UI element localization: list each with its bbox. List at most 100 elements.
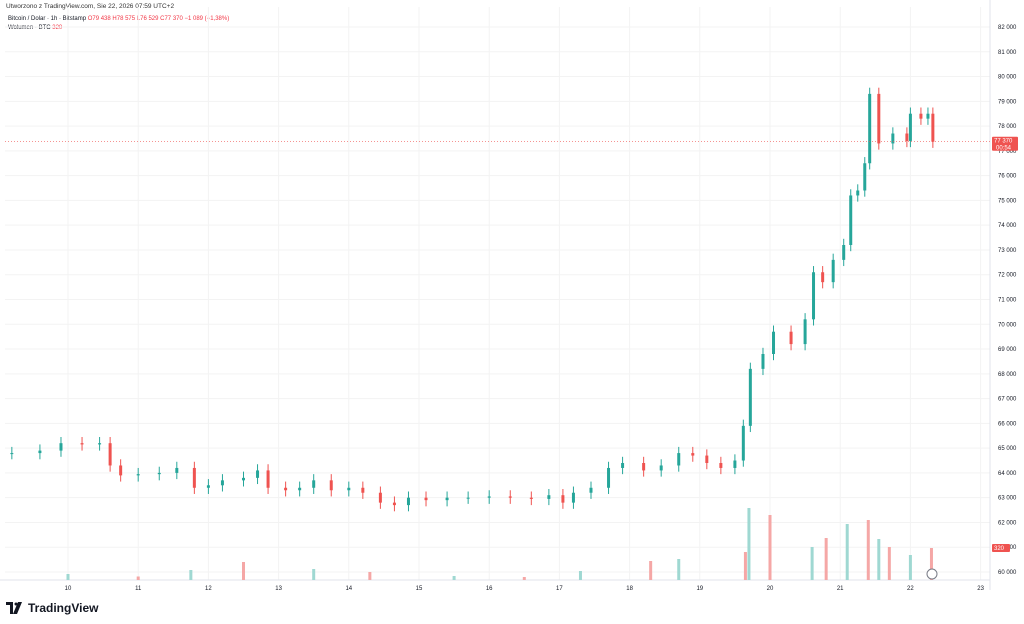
candle [80,443,84,445]
volume-bar [810,547,814,580]
brand: TradingView [6,601,98,615]
candle [392,502,396,506]
candle [98,443,102,445]
y-tick-label: 65 000 [998,446,1017,452]
candle [691,453,695,456]
candle [931,113,935,142]
candle [919,113,923,119]
y-tick-label: 80 000 [998,75,1017,81]
volume-bar [649,561,653,580]
candle [621,463,625,468]
volume-bar [578,571,582,580]
candle [220,480,224,486]
x-tick-label: 22 [907,586,914,592]
volume-bar [747,508,751,580]
countdown-label: 00:54 [996,146,1012,152]
x-tick-label: 18 [626,586,633,592]
candle [347,487,351,491]
volume-bar [452,576,456,580]
candle [642,463,646,471]
candle [206,485,210,488]
y-tick-label: 62 000 [998,520,1017,526]
candle [842,245,846,260]
volume-bar [66,574,70,580]
y-tick-label: 67 000 [998,397,1017,403]
candle [571,492,575,503]
candle [38,450,42,454]
candle [59,443,63,451]
candle [136,474,140,476]
y-tick-label: 81 000 [998,50,1017,56]
x-tick-label: 15 [416,586,423,592]
candle [868,93,872,164]
volume-bar [845,524,849,580]
candle [926,113,930,119]
candle [256,470,260,478]
volume-bar [368,572,372,580]
y-tick-label: 77 000 [998,149,1017,155]
candle [175,467,179,473]
volume-bar [677,559,681,580]
candle [856,190,860,196]
candle [812,272,816,320]
volume-bar [908,555,912,580]
created-caption: Utworzono z TradingView.com, Sie 22, 202… [6,3,175,10]
y-tick-label: 71 000 [998,298,1017,304]
candle [406,497,410,506]
candle [659,465,663,471]
candle [529,497,533,499]
x-tick-label: 14 [345,586,352,592]
volume-bar [522,577,526,580]
x-tick-label: 19 [696,586,703,592]
y-tick-label: 69 000 [998,347,1017,353]
candle [589,487,593,493]
x-tick-label: 13 [275,586,282,592]
candle [677,453,681,466]
x-tick-label: 23 [977,586,984,592]
candle [733,460,737,468]
candle [561,495,565,503]
candle [284,487,288,491]
candle [192,467,196,488]
y-tick-label: 73 000 [998,248,1017,254]
legend-symbol-row: Bitcoin / Dolar · 1h · Bitstamp O79 438 … [8,16,229,22]
legend-high: H78 575 [112,16,136,22]
y-tick-label: 76 000 [998,174,1017,180]
x-tick-label: 12 [205,586,212,592]
candle [329,480,333,491]
candle [891,133,895,144]
candle [905,133,909,141]
candle [378,492,382,503]
volume-bar [242,562,245,580]
candle [242,477,245,481]
volume-bar [866,520,870,580]
candle [487,496,491,498]
candle [748,368,752,426]
candle [719,463,723,468]
candle [831,259,835,283]
x-tick-label: 17 [556,586,563,592]
candle [849,195,853,245]
price-chart[interactable]: 82 000 81 000 80 000 79 000 78 000 77 000 76 0… [0,0,1024,600]
volume-bar [136,576,140,580]
candle [772,331,776,354]
candle [298,487,302,491]
y-tick-label: 75 000 [998,198,1017,204]
y-tick-label: 72 000 [998,273,1017,279]
x-tick-label: 11 [135,586,142,592]
volume-bar [743,552,747,580]
y-tick-label: 64 000 [998,471,1017,477]
x-tick-label: 10 [65,586,72,592]
y-tick-label: 78 000 [998,124,1017,130]
legend-symbol: Bitcoin / Dolar · 1h · Bitstamp [8,16,87,22]
last-price-tag [992,136,1018,151]
candle [266,470,270,488]
y-tick-label: 68 000 [998,372,1017,378]
volume-bar [877,539,881,580]
y-tick-label: 60 000 [998,570,1017,576]
legend-volume-label: Wolumen · BTC [8,25,51,31]
x-tick-label: 21 [837,586,844,592]
legend-open: O79 438 [87,16,111,22]
candle [119,465,123,476]
volume-tag-label: 320 [994,546,1005,552]
